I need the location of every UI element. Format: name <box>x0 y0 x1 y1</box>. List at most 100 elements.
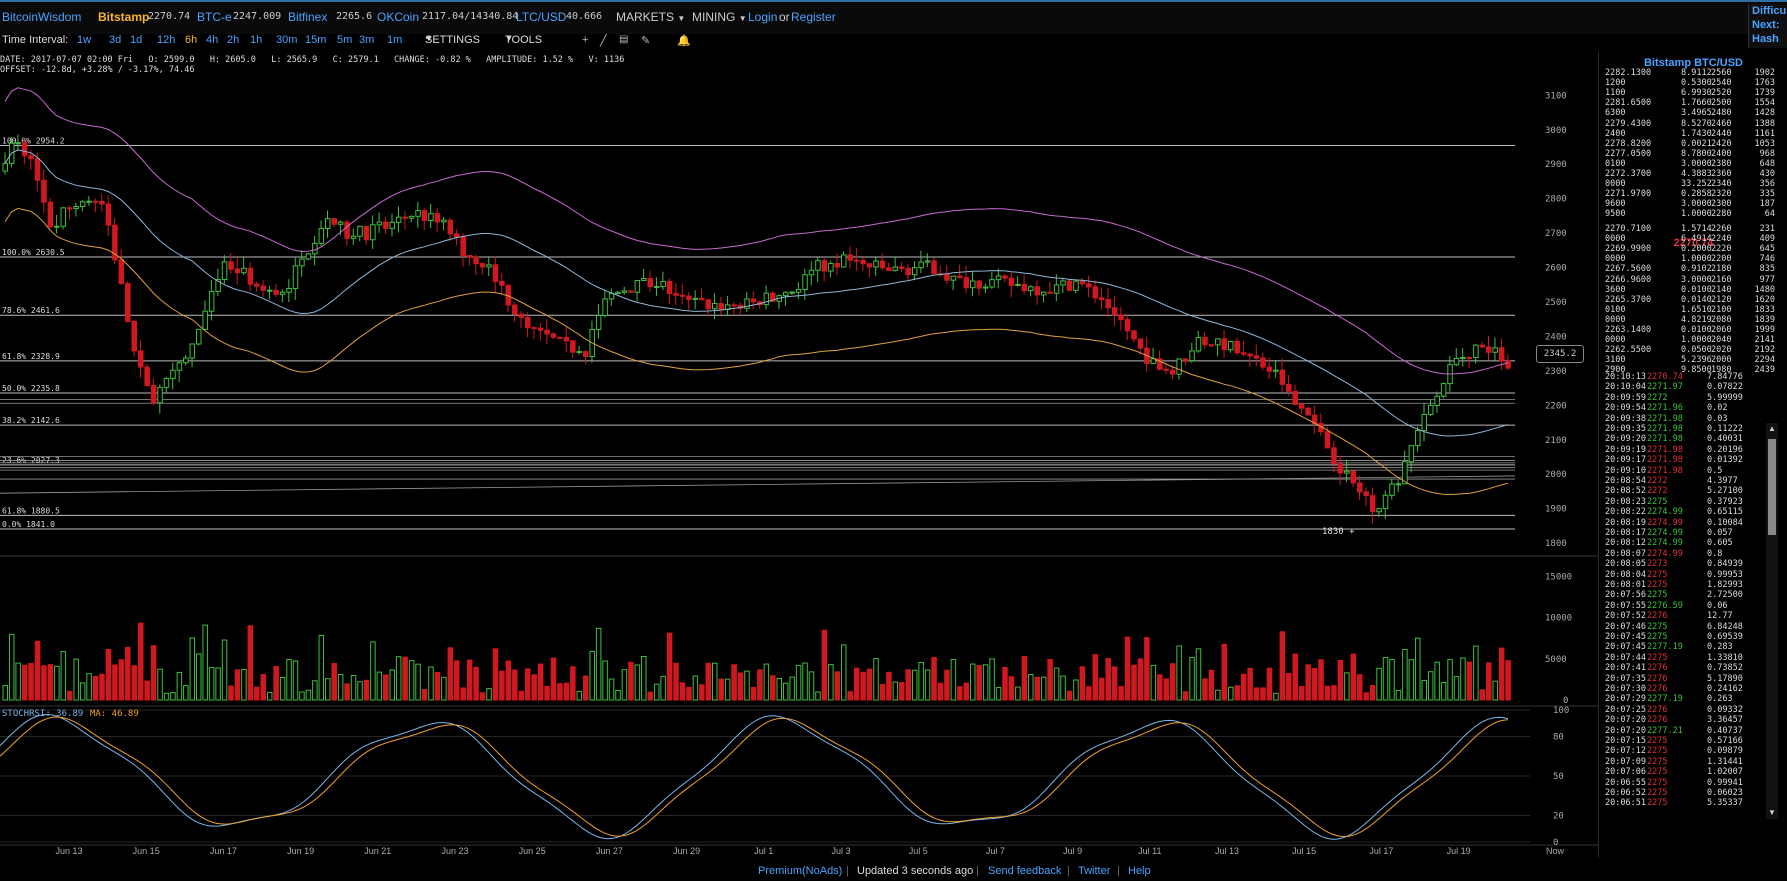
volume-bar <box>28 662 34 701</box>
line-tool-icon[interactable]: ╱ <box>600 35 607 47</box>
candle-body <box>344 221 350 239</box>
alert-bell-icon[interactable]: 🔔 <box>677 35 691 47</box>
candle-body <box>183 357 189 364</box>
login-link[interactable]: Login <box>748 10 778 24</box>
depth-sum-cell: 977 <box>1759 274 1775 285</box>
volume-bar <box>634 664 641 701</box>
price-cell: 2270.7100 <box>1605 224 1652 234</box>
mining-menu[interactable]: MINING ▼ <box>692 10 747 24</box>
candle-body <box>808 269 815 276</box>
exchange-okcoin-price: 2117.04/14340.84 <box>422 11 519 22</box>
volume-bar <box>1002 667 1008 701</box>
volume-bar <box>583 675 589 701</box>
interval-3d[interactable]: 3d <box>109 34 122 46</box>
bid-row: 2266.9600 3.0000 2160 977 <box>1599 275 1775 285</box>
interval-1h[interactable]: 1h <box>250 34 263 46</box>
x-axis-label: Jun 29 <box>673 846 700 856</box>
trade-history-scrollbar[interactable]: ▲ ▼ <box>1766 423 1778 819</box>
volume-bar <box>1195 648 1202 701</box>
candle-body <box>1389 483 1395 496</box>
crosshair-icon[interactable]: + <box>582 34 589 46</box>
candle-body <box>337 221 344 225</box>
interval-6h[interactable]: 6h <box>185 34 198 46</box>
amount-cell: 0.2000 <box>1681 244 1712 255</box>
candle-body <box>1208 344 1215 347</box>
interval-5m[interactable]: 5m <box>337 34 353 46</box>
interval-2h[interactable]: 2h <box>227 34 240 46</box>
x-axis-label: Jul 15 <box>1292 846 1316 856</box>
exchange-bitstamp[interactable]: Bitstamp <box>98 10 150 24</box>
volume-bar <box>1008 676 1015 701</box>
exchange-okcoin[interactable]: OKCoin <box>377 10 420 24</box>
candle-body <box>1111 307 1118 316</box>
scroll-down-icon[interactable]: ▼ <box>1768 808 1776 817</box>
amount-cell: 1.0000 <box>1681 209 1712 220</box>
interval-1d[interactable]: 1d <box>130 34 143 46</box>
candle-body <box>357 225 363 237</box>
volume-bar <box>873 658 879 701</box>
exchange-btce[interactable]: BTC-e <box>197 10 232 24</box>
volume-tick-label: 0 <box>1563 696 1568 706</box>
candle-body <box>1324 431 1331 449</box>
price-cell: 2276.59 <box>1647 600 1683 611</box>
candle-body <box>118 259 125 284</box>
volume-bar <box>1421 679 1427 701</box>
volume-bar <box>1053 667 1060 701</box>
interval-12h[interactable]: 12h <box>157 34 176 46</box>
exchange-bitfinex[interactable]: Bitfinex <box>288 10 328 24</box>
candle-body <box>570 340 576 353</box>
stochrsi-ma-line <box>0 716 1509 838</box>
candle-body <box>1247 353 1253 357</box>
candle-body <box>1253 355 1260 359</box>
interval-30m[interactable]: 30m <box>276 34 298 46</box>
interval-1m[interactable]: 1m <box>387 34 403 46</box>
volume-bar <box>686 686 692 701</box>
price-cell: 2277.19 <box>1647 694 1683 705</box>
time-cell: 20:06:55 <box>1605 777 1646 788</box>
markets-menu[interactable]: MARKETS ▼ <box>616 10 685 24</box>
candle-body <box>454 233 460 238</box>
volume-bar <box>692 675 699 701</box>
trade-row: 20:09:59 2272 5.99999 <box>1599 393 1775 403</box>
price-cell: 0000 <box>1605 179 1626 190</box>
depth-sum-cell: 335 <box>1759 189 1775 200</box>
volume-bar <box>260 674 266 701</box>
current-price-label: 2345.2 <box>1536 345 1584 363</box>
depth-price-cell: 2400 <box>1711 148 1732 159</box>
amount-cell: 0.02 <box>1707 403 1728 414</box>
volume-bar <box>1505 660 1511 701</box>
volume-bar <box>273 666 279 701</box>
volume-bar <box>208 667 215 701</box>
candle-body <box>1040 291 1047 296</box>
time-cell: 20:07:06 <box>1605 767 1646 778</box>
volume-tick-label: 10000 <box>1545 614 1572 624</box>
exchange-ltcusd[interactable]: LTC/USD <box>516 10 567 24</box>
interval-3m[interactable]: 3m <box>359 34 375 46</box>
brand-logo[interactable]: BitcoinWisdom <box>2 10 82 24</box>
twitter-link[interactable]: Twitter <box>1078 865 1111 877</box>
hline-tool-icon[interactable]: ▤ <box>619 34 629 45</box>
scrollbar-thumb[interactable] <box>1768 439 1776 535</box>
interval-4h[interactable]: 4h <box>206 34 219 46</box>
premium-link[interactable]: Premium(NoAds) <box>758 865 843 877</box>
interval-15m[interactable]: 15m <box>305 34 327 46</box>
interval-1w[interactable]: 1w <box>77 34 92 46</box>
help-link[interactable]: Help <box>1128 865 1151 877</box>
candle-body <box>170 369 176 379</box>
candle-body <box>750 298 757 303</box>
amount-cell: 0.06023 <box>1707 788 1743 798</box>
price-chart[interactable]: 3100 3000 2900 2800 2700 2600 2500 2400 2300 2200… <box>0 0 1598 858</box>
price-cell: 2271.98 <box>1647 434 1683 445</box>
depth-sum-cell: 1554 <box>1754 98 1775 109</box>
send-feedback-link[interactable]: Send feedback <box>988 865 1062 877</box>
volume-bar <box>1221 643 1228 701</box>
register-link[interactable]: Register <box>791 10 836 24</box>
candle-body <box>1073 280 1079 291</box>
fib-tool-icon[interactable]: ✎ <box>641 35 651 47</box>
price-cell: 2275 <box>1647 788 1668 798</box>
volume-bar <box>795 664 802 701</box>
scroll-up-icon[interactable]: ▲ <box>1768 424 1776 433</box>
trade-row: 20:08:05 2273 0.84939 <box>1599 559 1775 569</box>
candle-body <box>1492 347 1498 353</box>
volume-bar <box>737 672 744 701</box>
